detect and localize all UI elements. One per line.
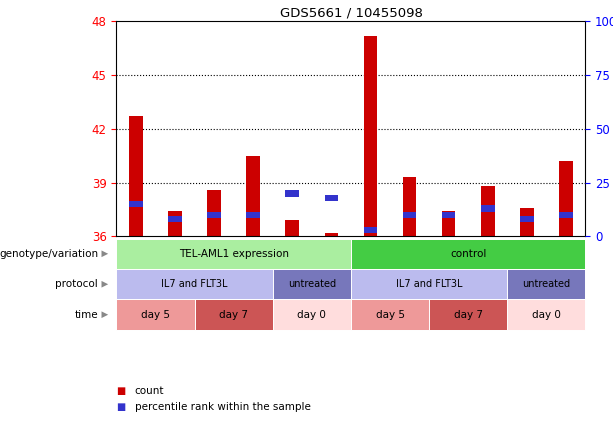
Text: day 0: day 0 [297, 310, 326, 320]
Text: ■: ■ [116, 402, 126, 412]
Bar [246, 156, 260, 236]
Bar [559, 161, 573, 236]
Text: IL7 and FLT3L: IL7 and FLT3L [396, 279, 462, 289]
Bar [168, 216, 182, 222]
Text: count: count [135, 386, 164, 396]
Bar [481, 186, 495, 236]
Text: ■: ■ [116, 386, 126, 396]
Bar [129, 201, 143, 207]
Bar [286, 220, 299, 236]
Text: day 7: day 7 [219, 310, 248, 320]
Text: GDS5661 / 10455098: GDS5661 / 10455098 [280, 6, 422, 19]
Bar [364, 227, 378, 233]
Text: time: time [74, 310, 98, 320]
Text: genotype/variation: genotype/variation [0, 249, 98, 259]
Bar [403, 177, 416, 236]
Bar [442, 212, 455, 236]
Bar [481, 205, 495, 212]
Text: day 0: day 0 [532, 310, 561, 320]
Text: day 5: day 5 [141, 310, 170, 320]
Text: untreated: untreated [522, 279, 571, 289]
Text: untreated: untreated [287, 279, 336, 289]
Bar [520, 208, 534, 236]
Text: protocol: protocol [55, 279, 98, 289]
Bar [442, 212, 455, 218]
Bar [168, 212, 182, 236]
Bar [246, 212, 260, 218]
Bar [207, 190, 221, 236]
Text: control: control [450, 249, 486, 259]
Bar [129, 116, 143, 236]
Text: TEL-AML1 expression: TEL-AML1 expression [179, 249, 289, 259]
Bar [207, 212, 221, 218]
Bar [403, 212, 416, 218]
Bar [559, 212, 573, 218]
Bar [286, 190, 299, 197]
Text: day 7: day 7 [454, 310, 482, 320]
Text: IL7 and FLT3L: IL7 and FLT3L [161, 279, 228, 289]
Text: day 5: day 5 [376, 310, 405, 320]
Text: percentile rank within the sample: percentile rank within the sample [135, 402, 311, 412]
Bar [324, 233, 338, 236]
Bar [520, 216, 534, 222]
Bar [364, 36, 378, 236]
Bar [324, 195, 338, 201]
